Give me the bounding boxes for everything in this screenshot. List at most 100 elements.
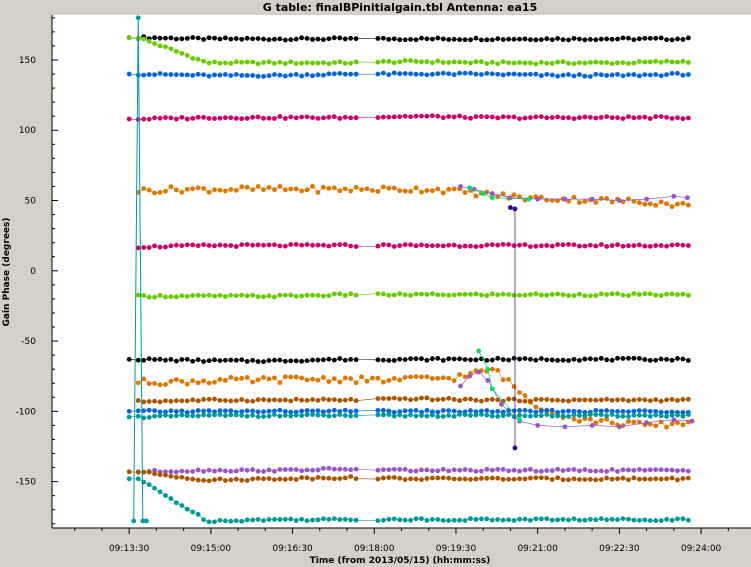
data-point	[272, 412, 277, 417]
data-point	[179, 293, 185, 299]
data-point	[647, 467, 653, 473]
data-point	[255, 377, 261, 383]
data-point	[484, 71, 490, 76]
data-point	[337, 71, 343, 76]
data-point	[228, 518, 234, 524]
data-point	[228, 73, 234, 78]
data-point	[495, 115, 501, 121]
data-point	[250, 398, 256, 404]
data-point	[609, 420, 615, 426]
data-point	[631, 467, 637, 473]
data-point	[310, 408, 315, 414]
data-point	[669, 421, 675, 427]
data-point	[549, 72, 555, 78]
data-point	[419, 291, 424, 297]
data-point	[157, 409, 163, 415]
data-point	[675, 201, 680, 207]
data-point	[310, 476, 315, 482]
data-point	[146, 399, 152, 404]
data-point	[250, 36, 256, 42]
data-point	[228, 292, 234, 298]
data-point	[446, 395, 452, 401]
data-point	[310, 60, 315, 66]
data-point	[680, 467, 686, 473]
data-point	[321, 412, 326, 418]
data-point	[380, 35, 386, 41]
data-point	[675, 397, 680, 403]
data-point	[331, 114, 337, 120]
data-point	[173, 474, 179, 480]
data-point	[544, 516, 550, 522]
data-point	[577, 291, 582, 297]
data-point	[179, 408, 185, 414]
data-point	[631, 198, 637, 204]
data-point	[201, 517, 207, 523]
data-point	[636, 36, 642, 42]
data-point	[424, 292, 430, 297]
data-point	[304, 35, 310, 41]
data-point	[658, 199, 664, 205]
data-point	[685, 475, 691, 481]
data-point	[538, 413, 544, 419]
data-point	[222, 398, 228, 403]
data-point	[626, 72, 631, 78]
data-point	[217, 476, 223, 482]
data-point	[342, 293, 348, 298]
data-point	[478, 37, 484, 43]
data-point	[424, 476, 430, 481]
data-point	[549, 115, 555, 120]
data-point	[462, 518, 468, 523]
data-point	[288, 186, 294, 192]
data-point	[353, 184, 359, 190]
data-point	[598, 355, 604, 361]
data-point	[653, 72, 659, 77]
data-point	[664, 397, 669, 403]
data-point	[337, 188, 343, 194]
data-point	[685, 358, 691, 363]
data-point	[549, 413, 555, 419]
data-point	[615, 242, 620, 248]
data-point	[429, 516, 435, 522]
data-point	[239, 409, 245, 414]
data-point	[331, 291, 337, 297]
data-point	[615, 71, 620, 77]
data-point	[157, 292, 163, 298]
data-point	[126, 116, 132, 122]
data-point	[424, 374, 430, 380]
data-point	[489, 517, 495, 523]
data-point	[272, 72, 277, 77]
data-point	[293, 412, 299, 418]
data-point	[348, 356, 354, 362]
data-point	[277, 292, 283, 298]
data-point	[528, 115, 533, 120]
data-point	[478, 476, 484, 481]
data-point	[206, 189, 212, 195]
data-point	[435, 35, 441, 41]
data-point	[386, 36, 392, 42]
data-point	[266, 37, 272, 43]
data-point	[212, 477, 217, 483]
data-point	[435, 468, 441, 474]
data-point	[658, 59, 664, 65]
data-point	[566, 72, 571, 77]
data-point	[587, 356, 593, 362]
data-point	[451, 36, 457, 42]
data-point	[239, 518, 245, 524]
data-point	[555, 291, 561, 297]
data-point	[560, 517, 566, 522]
data-point	[173, 500, 179, 506]
data-point	[152, 190, 157, 196]
data-point	[375, 476, 381, 482]
data-point	[626, 293, 631, 298]
data-point	[146, 38, 152, 44]
data-point	[478, 59, 484, 65]
data-point	[261, 397, 266, 402]
data-point	[272, 375, 277, 381]
data-point	[424, 357, 430, 363]
data-point	[587, 416, 593, 422]
data-point	[321, 374, 326, 380]
data-point	[495, 61, 501, 67]
data-point	[636, 476, 642, 482]
data-point	[250, 242, 256, 248]
series-line	[129, 36, 689, 41]
